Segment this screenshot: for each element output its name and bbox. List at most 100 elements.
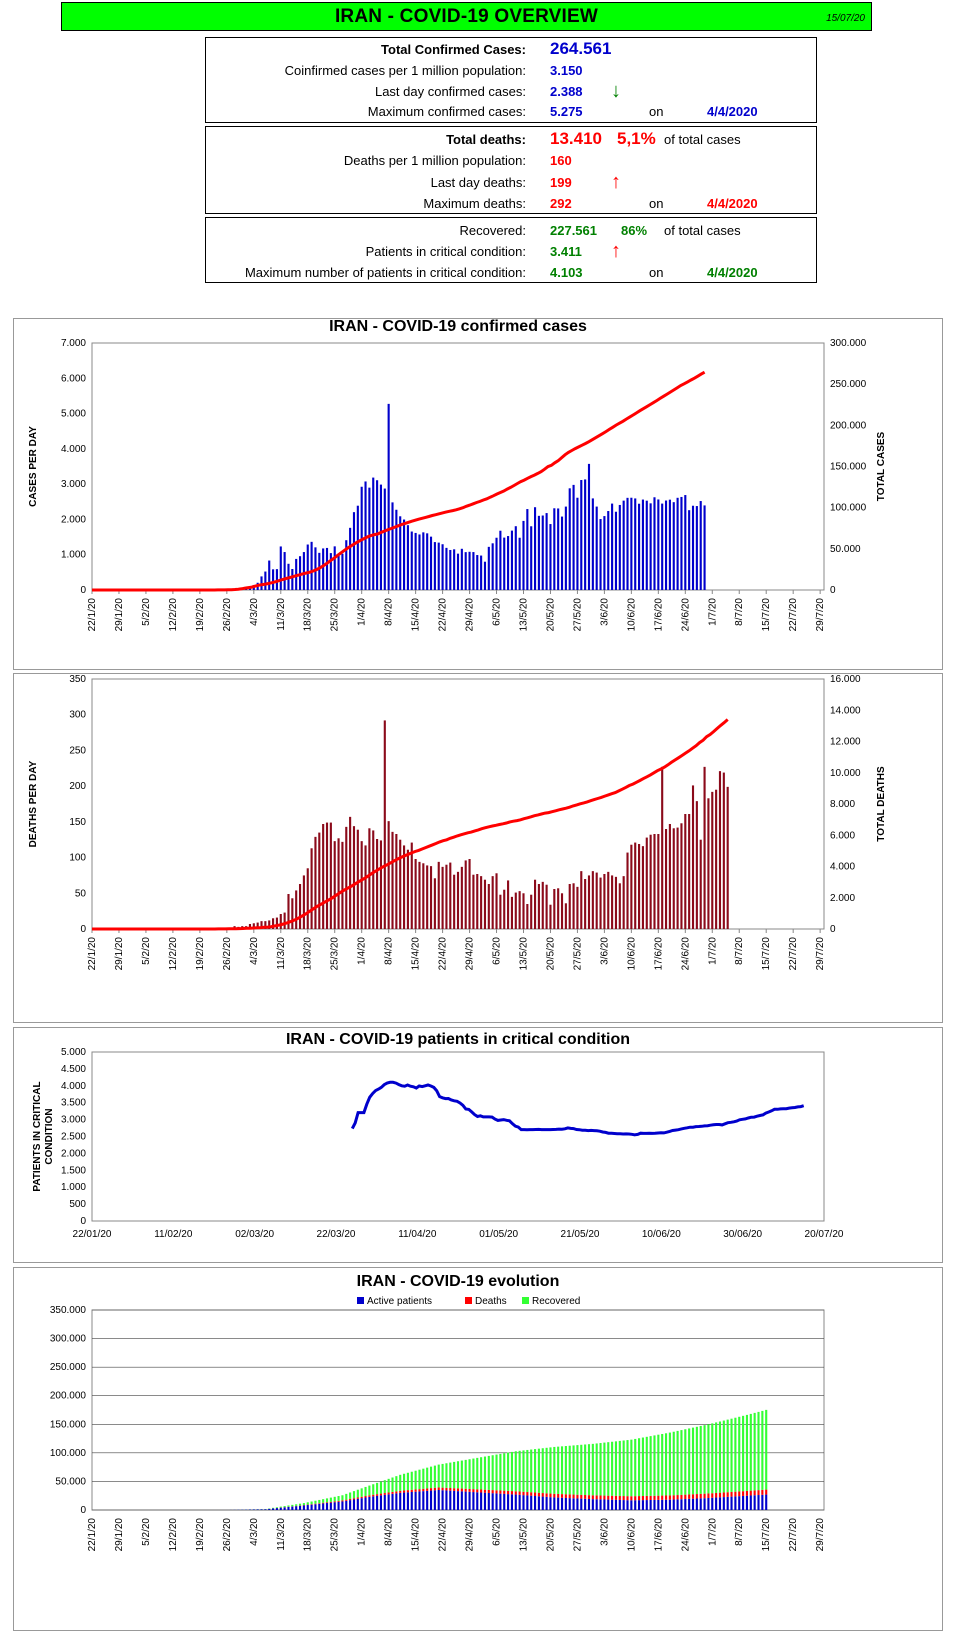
deaths-bar <box>507 1490 510 1495</box>
x-tick-label: 22/4/20 <box>438 598 449 632</box>
deaths-bar <box>672 1495 675 1500</box>
bar <box>684 814 687 929</box>
recovered-bar <box>718 1421 722 1493</box>
y2-tick-label: 200.000 <box>830 420 867 431</box>
recovered-bar <box>383 1480 386 1494</box>
overview-date: 15/07/20 <box>826 13 865 24</box>
recovered-bar <box>491 1455 494 1491</box>
x-tick-label: 27/5/20 <box>572 937 583 971</box>
bar <box>399 839 402 929</box>
x-tick-label: 18/3/20 <box>303 937 314 971</box>
deaths-bar <box>703 1493 706 1499</box>
deaths-bar <box>510 1491 513 1495</box>
deaths-bar <box>618 1495 621 1500</box>
bar <box>302 875 305 929</box>
deaths-bar <box>437 1487 440 1490</box>
bar <box>433 542 436 590</box>
recovered-bar <box>645 1436 648 1496</box>
recovered-bar <box>395 1476 398 1492</box>
total-cases-value: 264.561 <box>550 39 612 58</box>
bar <box>295 890 298 929</box>
recovered-bar <box>302 1503 305 1506</box>
x-tick-label: 30/06/20 <box>723 1229 762 1240</box>
bar <box>445 547 448 590</box>
bar <box>468 551 471 590</box>
deaths-bar <box>684 1494 687 1500</box>
active-bar <box>256 1509 259 1510</box>
x-tick-label: 8/7/20 <box>734 598 745 626</box>
recovered-bar <box>591 1443 594 1496</box>
x-tick-label: 22/1/20 <box>87 1518 98 1552</box>
recovered-bar <box>568 1445 571 1495</box>
recovered-bar <box>403 1473 406 1491</box>
bar <box>699 501 702 590</box>
overview-title: IRAN - COVID-19 OVERVIEW <box>334 6 599 27</box>
x-tick-label: 13/5/20 <box>518 1518 529 1552</box>
deaths-bar <box>314 1503 317 1505</box>
deaths-per-million-label: Deaths per 1 million population: <box>343 153 526 168</box>
recovered-bar <box>429 1466 433 1489</box>
overview-header: IRAN - COVID-19 OVERVIEW 15/07/20 <box>61 2 872 31</box>
bar <box>507 880 510 929</box>
bar <box>672 502 675 590</box>
recovered-bar <box>387 1478 390 1493</box>
bar <box>314 836 317 929</box>
recovered-bar <box>295 1504 298 1506</box>
active-bar <box>626 1500 629 1510</box>
bar <box>572 484 575 590</box>
deaths-bar <box>341 1500 344 1502</box>
active-bar <box>441 1490 444 1510</box>
recovered-bar <box>672 1431 675 1496</box>
recovered-bar <box>530 1449 533 1493</box>
max-critical-date: 4/4/2020 <box>707 265 758 280</box>
bar <box>560 893 564 929</box>
y-tick-label: 7.000 <box>61 338 86 349</box>
recovered-bar <box>722 1420 725 1493</box>
recovered-bar <box>684 1429 687 1495</box>
x-tick-label: 27/5/20 <box>572 598 583 632</box>
deaths-bar <box>722 1492 725 1498</box>
critical-chart-frame: IRAN - COVID-19 patients in critical con… <box>13 1027 943 1263</box>
bar <box>453 874 456 929</box>
recovered-summary-box: Recovered: 227.561 86% of total cases Pa… <box>205 217 817 283</box>
deaths-bar <box>368 1495 371 1497</box>
bar <box>718 771 722 929</box>
bar <box>322 548 325 590</box>
legend-swatch <box>522 1297 529 1304</box>
deaths-bar <box>379 1493 383 1496</box>
bar <box>526 904 529 929</box>
bar <box>645 837 648 929</box>
active-bar <box>691 1498 695 1510</box>
x-tick-label: 3/6/20 <box>599 1518 610 1546</box>
bar <box>587 463 591 590</box>
x-tick-label: 29/7/20 <box>815 1518 826 1552</box>
x-tick-label: 5/2/20 <box>141 1518 152 1546</box>
deaths-bar <box>487 1489 490 1493</box>
bar <box>460 548 463 590</box>
bar <box>626 497 629 590</box>
active-bar <box>503 1493 506 1510</box>
recovered-bar <box>618 1440 621 1496</box>
deaths-bar <box>603 1495 606 1500</box>
bar <box>364 481 367 590</box>
bar <box>368 487 371 590</box>
bar <box>618 883 621 929</box>
active-bar <box>611 1499 614 1510</box>
deaths-bar <box>765 1489 768 1495</box>
active-bar <box>699 1498 702 1510</box>
active-bar <box>584 1498 587 1510</box>
deaths-bar <box>480 1489 483 1493</box>
bar <box>684 495 687 590</box>
x-tick-label: 15/7/20 <box>761 598 772 632</box>
bar <box>510 530 513 590</box>
bar <box>483 561 487 590</box>
bar <box>248 924 252 929</box>
active-bar <box>703 1498 706 1510</box>
y2-tick-label: 8.000 <box>830 799 855 810</box>
x-tick-label: 17/6/20 <box>653 937 664 971</box>
active-bar <box>587 1498 591 1510</box>
bar <box>464 552 467 590</box>
x-tick-label: 10/6/20 <box>626 1518 637 1552</box>
bar <box>376 839 379 929</box>
recovered-bar <box>287 1505 290 1507</box>
